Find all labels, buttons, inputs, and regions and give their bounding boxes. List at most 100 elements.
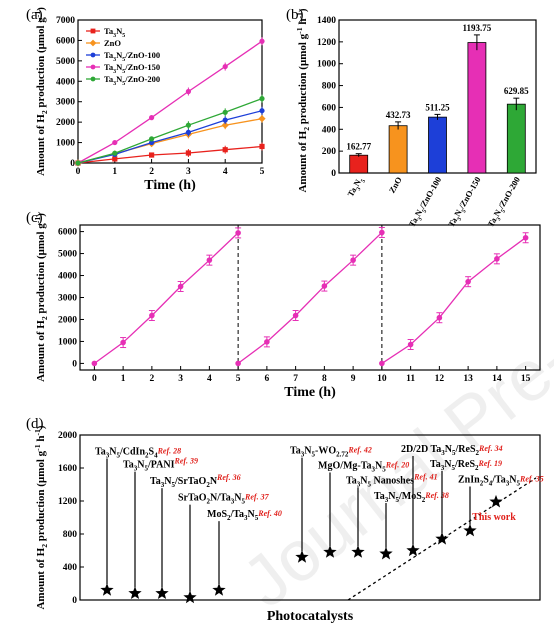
x-tick-label-c: 8 <box>322 374 327 384</box>
y-tick-label-d: 2000 <box>58 431 77 441</box>
y-tick-label-a: 7000 <box>56 16 75 26</box>
x-category-label-b: Ta3N5/ZnO-150 <box>446 175 485 230</box>
x-category-label-b-part: 3 <box>417 217 424 223</box>
y-axis-label-b-part: Amount of H <box>297 130 309 192</box>
series-line-a <box>77 145 263 164</box>
catalyst-label-d-part: N <box>445 444 453 455</box>
catalyst-label-d-part: 5 <box>517 480 521 488</box>
catalyst-label-d-part: 2D/2D Ta <box>401 444 441 455</box>
data-point-a <box>149 115 155 121</box>
legend-entry-a-part: 5 <box>122 33 125 39</box>
data-point-c <box>379 360 385 367</box>
legend-entry-a-part: Ta <box>104 26 114 36</box>
y-axis-label-d-part: -1 <box>33 429 42 436</box>
catalyst-label-d-part: N <box>164 476 172 487</box>
catalyst-label-d-part: 3 <box>161 481 165 489</box>
x-category-label-b-part: N <box>491 207 503 218</box>
x-tick-label-c: 4 <box>207 374 212 384</box>
star-marker-d <box>379 546 393 560</box>
data-point-c <box>149 312 155 319</box>
bar-value-label-b: 1193.75 <box>463 23 492 33</box>
legend-entry-a-part: 3 <box>113 69 116 75</box>
star-marker-d <box>128 586 142 600</box>
legend-entry-a-part: /ZnO-100 <box>124 50 160 60</box>
x-tick-label-c: 11 <box>406 374 415 384</box>
ref-label-d: Ref. 37 <box>244 493 270 502</box>
catalyst-label-d-part: 3 <box>372 465 376 473</box>
x-category-label-b-part: 5 <box>500 209 507 215</box>
data-point-c <box>407 341 414 348</box>
x-tick-label-c: 2 <box>150 374 155 384</box>
data-point-a <box>185 122 191 128</box>
x-tick-label-a: 1 <box>112 167 117 177</box>
legend-entry-a-part: /ZnO-150 <box>124 62 160 72</box>
catalyst-label-d-part: 3 <box>441 449 445 457</box>
x-axis-label-c: Time (h) <box>284 385 336 400</box>
bar-value-label-b: 511.25 <box>425 102 450 112</box>
cycle-line-c <box>381 237 526 364</box>
catalyst-label-d: Ta3N5/SrTaO2NRef. 36 <box>150 473 241 489</box>
panel-d-comparison-chart: (d) 0 400 800 1200 1600 2000 Photocatalysts Amou… <box>26 416 544 624</box>
x-tick-label-c: 6 <box>265 374 270 384</box>
catalyst-label-d-part: 3 <box>506 480 510 488</box>
catalyst-label-d: MoS2/Ta3N5Ref. 40 <box>207 509 282 522</box>
data-point-c <box>292 312 299 319</box>
data-point-a <box>185 88 191 95</box>
catalyst-label-d-part: N <box>444 459 452 470</box>
catalyst-label-d-part: /Ta <box>491 475 506 486</box>
catalyst-label-d-part: 3 <box>385 496 389 504</box>
x-category-label-b-part: 3 <box>496 217 503 223</box>
y-axis-label-b-part: ) <box>297 8 309 12</box>
y-tick-label-d: 0 <box>72 596 77 606</box>
catalyst-label-d-part: 2 <box>206 481 210 489</box>
catalyst-label-d-part: 2 <box>145 451 149 459</box>
catalyst-label-d-part: MoS <box>207 509 227 520</box>
catalyst-label-d-part: /ReS <box>455 444 476 455</box>
legend-entry-a-part: 3 <box>113 81 116 87</box>
this-work-label-d: This work <box>472 512 516 523</box>
ref-label-d: Ref. 38 <box>424 491 449 500</box>
data-point-a <box>259 38 265 44</box>
x-tick-label-c: 3 <box>178 374 183 384</box>
legend-entry-a-part: N <box>116 50 123 60</box>
legend-entry-a-part: /ZnO-200 <box>124 74 160 84</box>
legend-entry-a-part: 5 <box>122 57 125 63</box>
y-tick-label-b: 400 <box>322 125 337 135</box>
catalyst-label-d-part: 5 <box>172 481 176 489</box>
catalyst-label-d-part: 3 <box>357 480 361 488</box>
catalyst-label-d: Ta3N5/PANIRef. 39 <box>123 457 198 473</box>
catalyst-label-d-part: N <box>375 460 383 471</box>
catalyst-label-d-part: /MoS <box>398 491 422 502</box>
x-category-label-b-part: 5 <box>461 209 468 215</box>
y-axis-label-a-part: 2 <box>40 110 49 114</box>
y-tick-label-c: 5000 <box>58 250 77 260</box>
panel-a-line-chart: (a) 0 1000 2000 3000 4000 5000 6000 7000 0 1 2 3 4 5 Ti… <box>26 7 266 193</box>
star-marker-d <box>435 531 449 545</box>
y-tick-label-c: 3000 <box>58 294 77 304</box>
catalyst-label-d-part: 2 <box>422 496 426 504</box>
x-tick-label-a: 0 <box>76 167 81 177</box>
y-axis-label-d-part: Amount of H <box>35 547 47 609</box>
catalyst-label-d: MgO/Mg-Ta3N5Ref. 20 <box>318 460 409 473</box>
y-axis-label-d-part: ) <box>35 425 47 429</box>
bar-b <box>506 103 526 174</box>
panel-b-bar-chart: (b) 0 200 400 600 800 1000 1200 1400 Amount of H2… <box>286 7 537 230</box>
y-tick-label-d: 800 <box>63 530 78 540</box>
x-tick-label-a: 5 <box>260 167 265 177</box>
y-axis-label-c-part: ) <box>35 213 47 217</box>
x-category-label-b-part: 3 <box>457 217 464 223</box>
data-point-a <box>259 143 265 150</box>
catalyst-label-d-part: 2 <box>207 498 211 506</box>
star-marker-d <box>100 583 114 596</box>
catalyst-label-d-part: -WO <box>315 446 336 457</box>
legend-entry-a-part: 5 <box>122 81 125 87</box>
data-point-c <box>465 278 471 285</box>
legend-entry-a-part: 5 <box>122 69 125 75</box>
data-point-c <box>91 360 98 367</box>
data-point-a <box>149 139 155 146</box>
data-point-a <box>259 96 265 102</box>
catalyst-label-d-part: 3 <box>244 514 248 522</box>
catalyst-label-d-part: Ta <box>150 476 161 487</box>
y-tick-label-b: 1200 <box>317 38 336 48</box>
catalyst-label-d-part: N <box>248 509 256 520</box>
